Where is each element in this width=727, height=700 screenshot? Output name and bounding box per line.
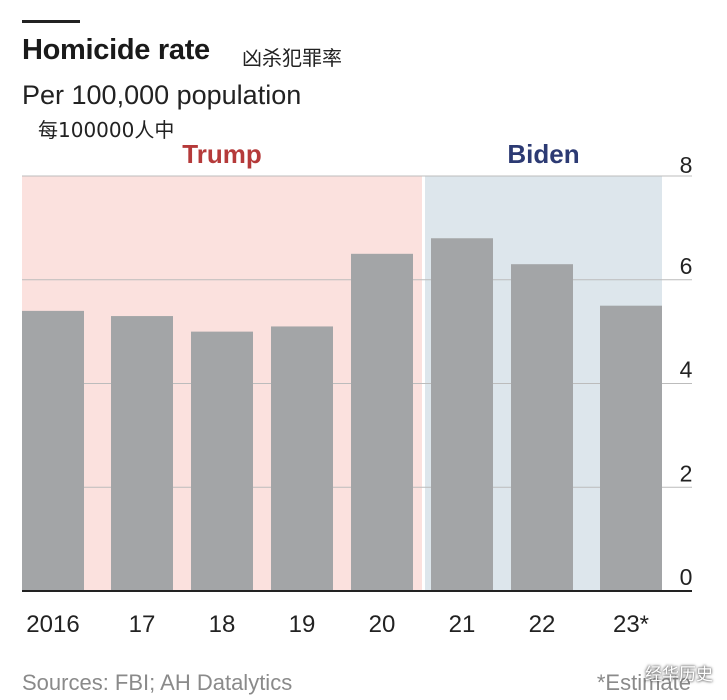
y-tick-label: 0 xyxy=(680,564,693,590)
x-tick-label: 21 xyxy=(449,611,476,638)
bar-21 xyxy=(431,238,493,591)
x-tick-label: 23* xyxy=(613,611,649,638)
bar-20 xyxy=(351,253,413,591)
chart-title-cn: 凶杀犯罪率 xyxy=(242,46,342,70)
bar-23-est xyxy=(600,305,662,591)
y-tick-label: 6 xyxy=(680,253,693,279)
x-tick-label: 17 xyxy=(129,611,156,638)
chart-title: Homicide rate xyxy=(22,34,210,66)
bar-18 xyxy=(191,331,253,591)
y-tick-label: 8 xyxy=(680,152,693,178)
header-rule xyxy=(22,20,80,23)
bar-22 xyxy=(511,264,573,591)
watermark: 经华历史 xyxy=(645,665,713,685)
bar-17 xyxy=(111,316,173,591)
y-tick-label: 4 xyxy=(680,357,693,383)
period-label-trump: Trump xyxy=(182,139,261,169)
x-tick-label: 2016 xyxy=(26,611,79,638)
sources-note: Sources: FBI; AH Datalytics xyxy=(22,670,293,695)
chart-subtitle-cn: 每100000人中 xyxy=(38,118,175,142)
period-label-biden: Biden xyxy=(507,139,579,169)
y-tick-label: 2 xyxy=(680,460,693,486)
bar-19 xyxy=(271,326,333,591)
x-tick-label: 19 xyxy=(289,611,316,638)
chart-subtitle: Per 100,000 population xyxy=(22,80,302,110)
x-tick-label: 20 xyxy=(369,611,396,638)
x-tick-label: 22 xyxy=(529,611,556,638)
bar-2016 xyxy=(22,310,84,591)
estimate-note: *Estimate xyxy=(596,670,691,695)
x-tick-label: 18 xyxy=(209,611,236,638)
